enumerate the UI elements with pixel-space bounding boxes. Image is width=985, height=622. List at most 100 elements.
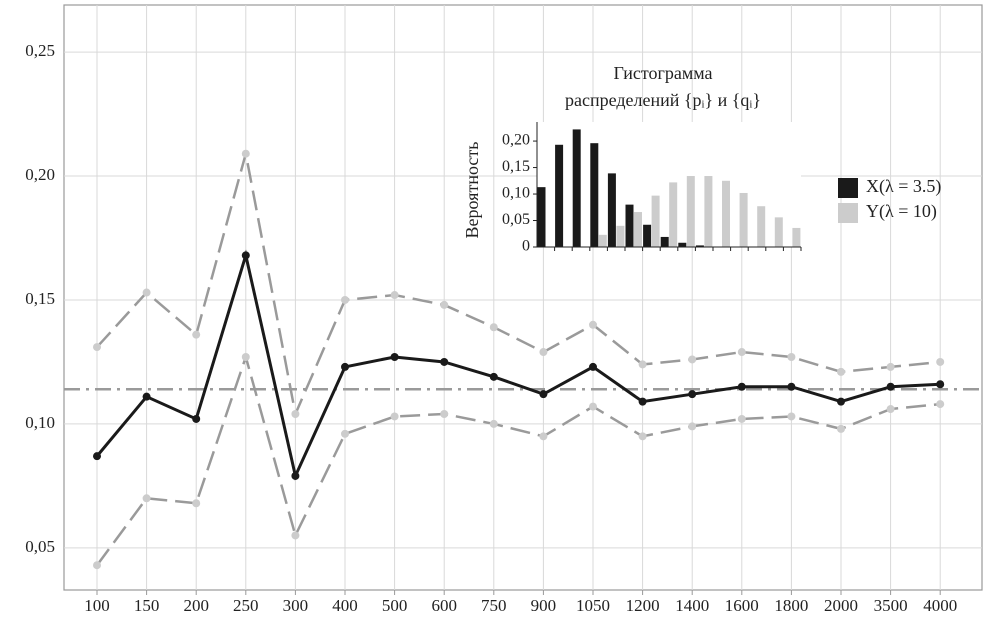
data-point xyxy=(93,343,101,352)
x-tick-label: 1600 xyxy=(725,596,759,615)
x-tick-label: 400 xyxy=(332,596,358,615)
x-tick-label: 2000 xyxy=(824,596,858,615)
data-point xyxy=(837,367,845,376)
x-tick-label: 500 xyxy=(382,596,408,615)
bar xyxy=(590,143,599,247)
data-point xyxy=(440,357,449,366)
bar xyxy=(669,182,678,247)
data-point xyxy=(539,348,548,357)
bar xyxy=(695,245,704,247)
data-point xyxy=(192,499,201,508)
data-point xyxy=(390,352,399,361)
data-point xyxy=(638,360,647,369)
data-point xyxy=(787,412,796,421)
data-line xyxy=(95,352,941,566)
legend-label: Y(λ = 10) xyxy=(866,201,937,222)
y-tick-label: 0,20 xyxy=(502,132,530,149)
bar xyxy=(660,236,669,247)
legend-label: X(λ = 3.5) xyxy=(866,176,941,197)
data-point xyxy=(489,323,498,332)
legend-swatch xyxy=(838,178,858,198)
data-point xyxy=(489,419,498,428)
bar xyxy=(722,180,730,247)
data-point xyxy=(688,422,697,431)
data-point xyxy=(93,561,101,570)
bar xyxy=(643,224,652,247)
bar xyxy=(792,227,801,247)
inset-background xyxy=(537,122,801,247)
x-tick-label: 3500 xyxy=(874,596,908,615)
data-point xyxy=(737,382,746,391)
data-point xyxy=(291,410,300,419)
data-point xyxy=(291,531,300,540)
data-point xyxy=(241,251,250,260)
bar xyxy=(704,176,713,247)
y-tick-label: 0,20 xyxy=(25,165,55,184)
data-point xyxy=(539,432,548,441)
data-point xyxy=(837,397,845,406)
x-tick-label: 1800 xyxy=(774,596,808,615)
data-point xyxy=(192,414,201,423)
bar xyxy=(625,204,634,247)
bar xyxy=(607,173,616,247)
data-point xyxy=(241,149,250,158)
y-tick-label: 0,10 xyxy=(25,413,55,432)
x-tick-label: 1400 xyxy=(675,596,709,615)
x-tick-label: 250 xyxy=(233,596,259,615)
bar xyxy=(757,206,766,247)
data-point xyxy=(390,291,399,300)
bar xyxy=(616,225,625,247)
data-point xyxy=(886,405,895,414)
data-point xyxy=(737,348,746,357)
x-tick-label: 900 xyxy=(531,596,557,615)
data-point xyxy=(341,429,349,438)
x-tick-label: 150 xyxy=(134,596,160,615)
bar xyxy=(686,176,695,247)
y-tick-label: 0,15 xyxy=(502,158,530,175)
data-point xyxy=(886,362,895,371)
bar xyxy=(634,212,642,247)
x-tick-label: 200 xyxy=(183,596,209,615)
x-tick-label: 750 xyxy=(481,596,507,615)
data-point xyxy=(341,295,349,304)
data-point xyxy=(192,330,201,339)
bar xyxy=(537,187,546,247)
data-point xyxy=(886,382,895,391)
data-point xyxy=(142,494,151,503)
data-point xyxy=(142,392,151,401)
x-tick-label: 4000 xyxy=(923,596,957,615)
x-tick-label: 100 xyxy=(84,596,110,615)
y-axis-label: Вероятность xyxy=(462,142,482,239)
bar xyxy=(572,129,581,247)
data-point xyxy=(341,362,349,371)
data-point xyxy=(589,362,597,371)
bar xyxy=(555,144,564,247)
data-point xyxy=(241,352,250,361)
data-point xyxy=(589,402,597,411)
bar xyxy=(651,195,660,247)
data-point xyxy=(837,424,845,433)
data-point xyxy=(142,288,151,297)
y-tick-label: 0,05 xyxy=(25,537,55,556)
data-point xyxy=(936,400,945,409)
data-point xyxy=(440,410,449,419)
data-point xyxy=(489,372,498,381)
y-tick-label: 0,15 xyxy=(25,289,55,308)
data-point xyxy=(787,352,796,361)
data-point xyxy=(936,380,945,389)
data-point xyxy=(936,357,945,366)
y-tick-label: 0,25 xyxy=(25,41,55,60)
data-point xyxy=(688,390,697,399)
data-point xyxy=(93,452,101,461)
x-tick-label: 1200 xyxy=(626,596,660,615)
x-tick-label: 300 xyxy=(283,596,309,615)
data-point xyxy=(638,397,647,406)
bar xyxy=(678,242,687,247)
y-tick-label: 0 xyxy=(522,238,530,255)
data-point xyxy=(440,300,449,309)
x-tick-label: 600 xyxy=(431,596,457,615)
bar xyxy=(739,192,748,247)
inset-chart: Гистограмма распределений {pᵢ} и {qᵢ} Веро… xyxy=(462,63,941,255)
legend-swatch xyxy=(838,203,858,223)
data-point xyxy=(787,382,796,391)
